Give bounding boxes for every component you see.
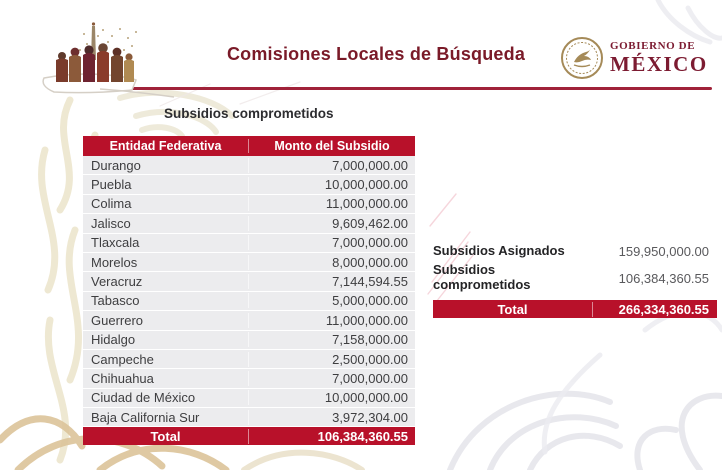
entidad-cell: Guerrero [83,312,249,328]
monto-cell: 10,000,000.00 [324,177,408,193]
entidad-cell: Morelos [83,254,249,270]
table-row: Campeche 2,500,000.00 [83,349,415,370]
table-total-label: Total [83,428,249,444]
summary-total-value: 266,334,360.55 [618,301,709,317]
entidad-cell: Veracruz [83,274,249,290]
column-header-entidad: Entidad Federativa [83,139,249,153]
summary-value: 106,384,360.55 [618,270,709,286]
monto-cell: 7,144,594.55 [332,274,408,290]
mexico-wordmark: MÉXICO [610,52,708,76]
monto-cell: 7,000,000.00 [332,370,408,386]
table-row: Veracruz 7,144,594.55 [83,272,415,292]
monto-cell: 11,000,000.00 [325,312,408,328]
gobierno-de-mexico-logo: GOBIERNO DE MÉXICO [560,32,718,84]
table-row: Jalisco 9,609,462.00 [83,214,415,234]
entidad-cell: Baja California Sur [83,409,249,425]
entidad-cell: Tlaxcala [83,235,249,251]
summary-label: Subsidios comprometidos [433,262,531,292]
entidad-cell: Puebla [83,177,249,193]
monto-cell: 10,000,000.00 [324,390,408,406]
table-row: Chihuahua 7,000,000.00 [83,369,415,389]
monto-cell: 11,000,000.00 [325,196,408,212]
page-title: Comisiones Locales de Búsqueda [226,44,526,64]
entidad-cell: Campeche [83,351,249,367]
monto-cell: 2,500,000.00 [332,351,408,367]
subsidios-table: Entidad Federativa Monto del Subsidio Du… [83,136,415,446]
summary-total-label: Total [433,301,593,317]
table-row: Durango 7,000,000.00 [83,156,415,176]
summary-label: Subsidios Asignados [433,242,565,258]
entidad-cell: Colima [83,196,249,212]
entidad-cell: Jalisco [83,215,249,231]
entidad-cell: Tabasco [83,293,249,309]
table-total-row: Total 106,384,360.55 [83,427,415,446]
table-row: Hidalgo 7,158,000.00 [83,330,415,350]
monto-cell: 7,158,000.00 [332,332,408,348]
entidad-cell: Durango [83,157,249,173]
monto-cell: 8,000,000.00 [332,254,408,270]
table-heading: Subsidios comprometidos [164,106,334,121]
gobierno-de-label: GOBIERNO DE [610,40,696,52]
table-total-value: 106,384,360.55 [317,428,408,444]
summary-total-row: Total 266,334,360.55 [433,300,717,318]
eagle-seal-icon [561,37,603,79]
header-divider-line [100,87,712,90]
entidad-cell: Chihuahua [83,370,249,386]
summary-row-comprometidos: Subsidios comprometidos 106,384,360.55 [433,262,717,294]
table-row: Ciudad de México 10,000,000.00 [83,388,415,409]
subsidies-summary: Subsidios Asignados 159,950,000.00 Subsi… [433,242,717,318]
monto-cell: 9,609,462.00 [332,215,408,231]
table-header-row: Entidad Federativa Monto del Subsidio [83,136,415,156]
table-row: Morelos 8,000,000.00 [83,252,415,273]
table-row: Guerrero 11,000,000.00 [83,311,415,331]
column-header-monto: Monto del Subsidio [274,139,390,153]
summary-value: 159,950,000.00 [618,243,709,259]
monto-cell: 5,000,000.00 [332,293,408,309]
entidad-cell: Hidalgo [83,332,249,348]
table-row: Colima 11,000,000.00 [83,194,415,215]
monto-cell: 7,000,000.00 [332,157,408,173]
table-row: Puebla 10,000,000.00 [83,175,415,195]
table-row: Tlaxcala 7,000,000.00 [83,233,415,253]
monto-cell: 7,000,000.00 [332,235,408,251]
summary-row-asignados: Subsidios Asignados 159,950,000.00 [433,242,717,260]
table-row: Tabasco 5,000,000.00 [83,291,415,312]
search-commission-figures-logo [42,22,175,98]
table-row: Baja California Sur 3,972,304.00 [83,408,415,428]
entidad-cell: Ciudad de México [83,390,249,406]
monto-cell: 3,972,304.00 [332,409,408,425]
